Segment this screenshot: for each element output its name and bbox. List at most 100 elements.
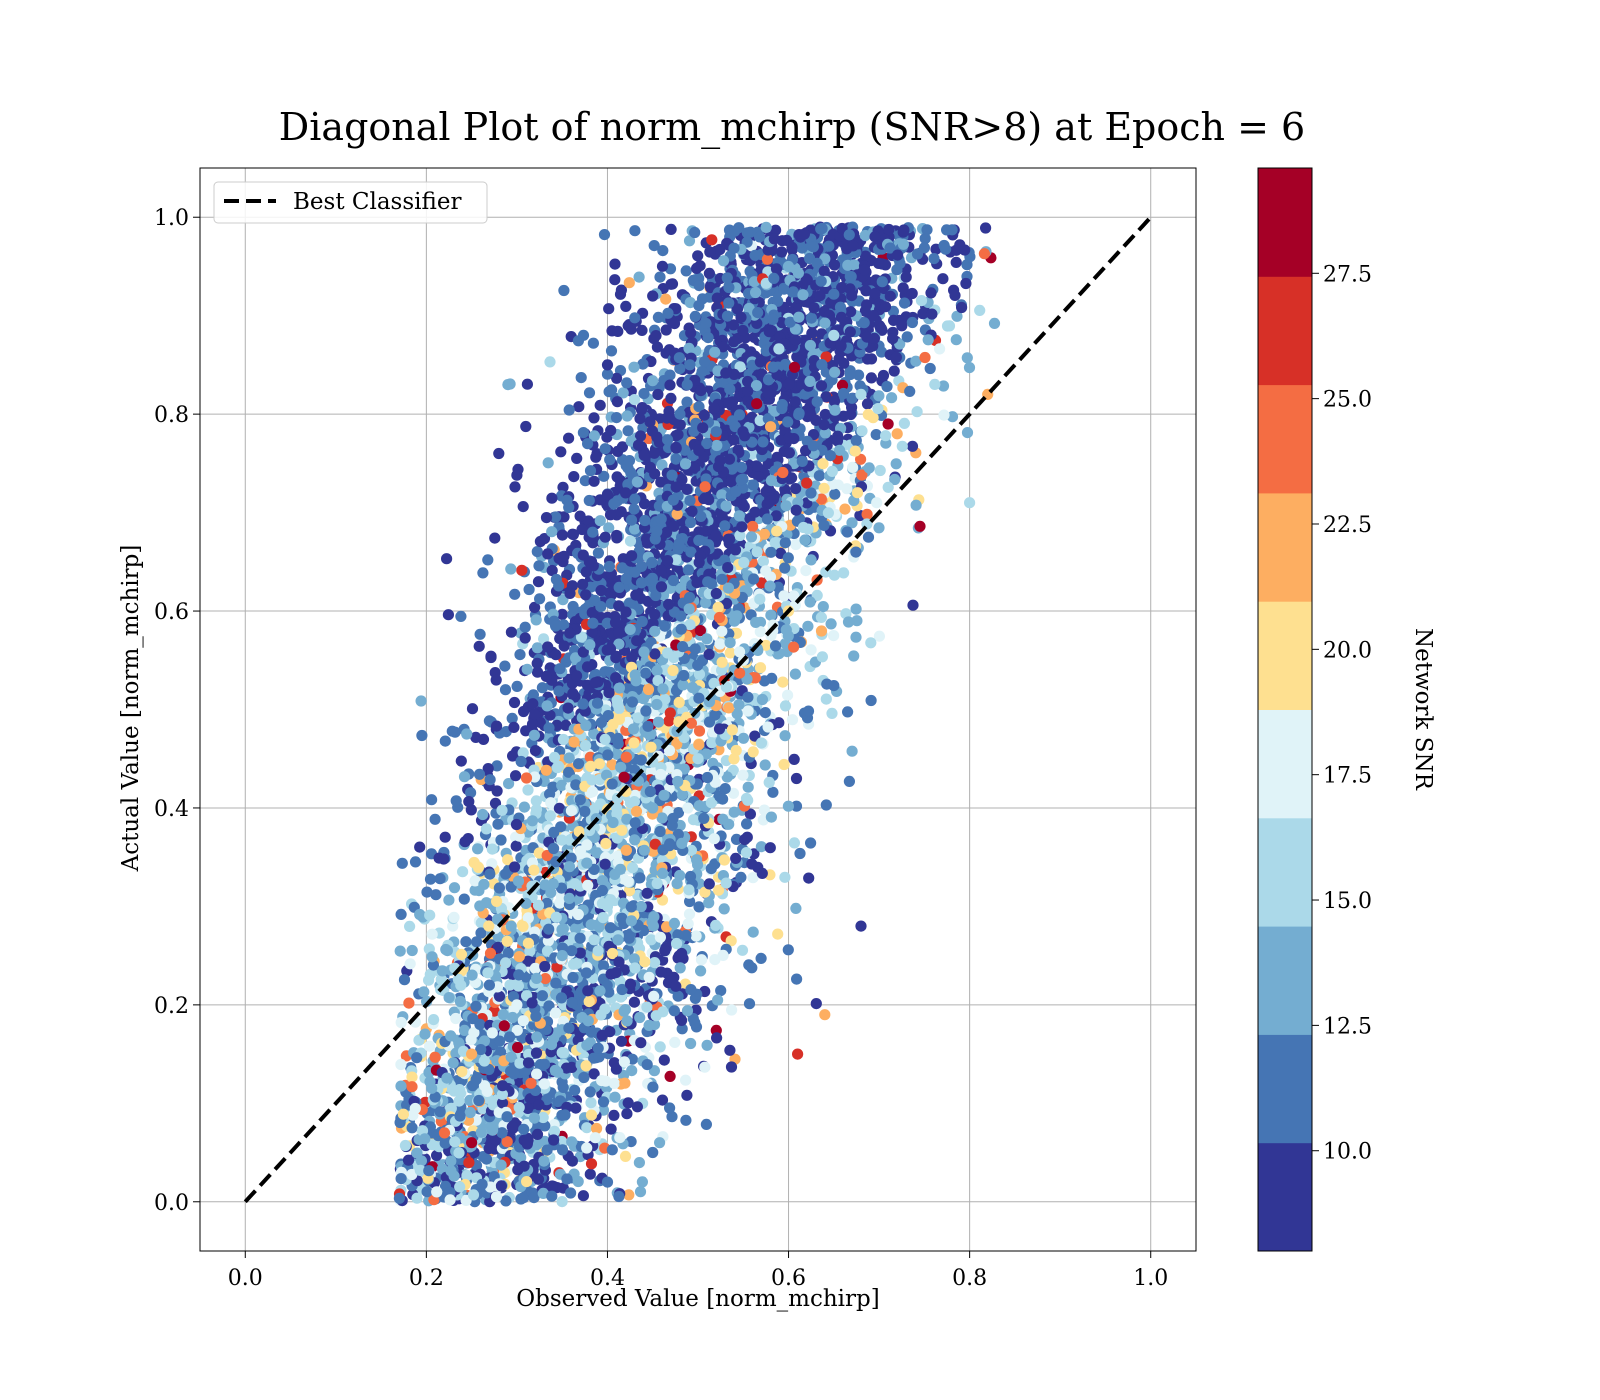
scatter-point	[782, 689, 794, 701]
scatter-point	[416, 729, 428, 742]
scatter-point	[772, 581, 784, 593]
scatter-point	[563, 432, 575, 444]
scatter-point	[439, 831, 451, 843]
scatter-point	[865, 694, 877, 707]
scatter-point	[501, 1136, 513, 1148]
scatter-point	[543, 722, 555, 734]
scatter-point	[406, 944, 418, 957]
scatter-point	[581, 1122, 593, 1134]
scatter-point	[693, 725, 706, 737]
scatter-point	[717, 813, 729, 825]
scatter-point	[782, 944, 794, 956]
scatter-point	[815, 625, 828, 637]
scatter-point	[608, 1077, 620, 1089]
scatter-point	[521, 378, 534, 390]
scatter-point	[715, 985, 727, 997]
scatter-point	[665, 278, 677, 290]
scatter-point	[622, 425, 634, 437]
scatter-point	[759, 759, 771, 771]
scatter-point	[805, 554, 817, 566]
scatter-point	[649, 957, 661, 969]
scatter-point	[584, 1168, 596, 1180]
scatter-point	[898, 297, 911, 309]
scatter-point	[790, 902, 802, 915]
scatter-point	[760, 639, 772, 651]
scatter-point	[660, 347, 672, 359]
scatter-point	[937, 380, 950, 392]
scatter-point	[584, 465, 597, 477]
scatter-point	[556, 608, 568, 621]
scatter-point	[597, 1096, 610, 1108]
scatter-point	[647, 375, 659, 387]
scatter-point	[664, 369, 676, 381]
scatter-point	[672, 828, 684, 841]
scatter-point	[951, 310, 963, 322]
scatter-point	[598, 470, 610, 482]
scatter-point	[621, 377, 633, 389]
scatter-point	[654, 271, 666, 283]
scatter-point	[605, 424, 617, 437]
scatter-point	[675, 623, 687, 635]
scatter-point	[666, 1111, 678, 1123]
scatter-point	[829, 488, 841, 500]
scatter-point	[790, 538, 802, 551]
scatter-point	[742, 781, 754, 793]
scatter-point	[490, 1191, 503, 1203]
scatter-point	[705, 863, 717, 875]
scatter-point	[703, 267, 716, 279]
scatter-point	[765, 609, 777, 621]
scatter-point	[764, 842, 776, 854]
scatter-point	[424, 873, 437, 885]
scatter-point	[690, 1004, 702, 1016]
scatter-point	[919, 232, 931, 245]
scatter-point	[623, 932, 635, 944]
scatter-point	[646, 765, 658, 777]
scatter-point	[595, 584, 607, 597]
scatter-point	[778, 758, 790, 771]
scatter-point	[439, 735, 451, 747]
scatter-point	[395, 1058, 407, 1071]
scatter-point	[461, 728, 473, 740]
scatter-point	[751, 460, 763, 472]
scatter-point	[828, 680, 840, 692]
scatter-point	[929, 378, 941, 390]
scatter-point	[430, 889, 442, 901]
scatter-point	[553, 685, 565, 697]
scatter-point	[511, 680, 523, 693]
scatter-point	[404, 958, 416, 970]
scatter-point	[455, 755, 467, 767]
scatter-point	[846, 401, 858, 414]
scatter-point	[737, 732, 750, 744]
scatter-point	[764, 571, 777, 583]
scatter-point	[725, 1061, 738, 1073]
scatter-point	[626, 652, 638, 664]
scatter-point	[611, 372, 623, 384]
scatter-point	[577, 427, 590, 439]
scatter-point	[680, 1074, 692, 1086]
scatter-point	[626, 1065, 638, 1077]
scatter-point	[592, 547, 605, 559]
scatter-point	[816, 651, 829, 663]
scatter-point	[640, 667, 652, 679]
scatter-point	[403, 997, 415, 1009]
scatter-point	[484, 868, 496, 880]
scatter-point	[679, 444, 691, 456]
scatter-point	[838, 567, 850, 579]
scatter-point	[790, 800, 803, 812]
scatter-point	[555, 446, 567, 458]
scatter-point	[499, 660, 511, 672]
scatter-point	[654, 1041, 666, 1053]
scatter-point	[609, 1091, 621, 1103]
scatter-point	[530, 1047, 543, 1059]
scatter-point	[690, 930, 702, 942]
scatter-point	[426, 1139, 438, 1151]
scatter-point	[624, 535, 637, 547]
scatter-point	[622, 1097, 634, 1109]
scatter-point	[606, 759, 618, 771]
scatter-point	[672, 990, 684, 1002]
scatter-point	[841, 483, 853, 495]
scatter-point	[662, 539, 674, 552]
scatter-point	[839, 503, 851, 515]
scatter-point	[556, 1196, 568, 1208]
scatter-point	[603, 303, 615, 315]
